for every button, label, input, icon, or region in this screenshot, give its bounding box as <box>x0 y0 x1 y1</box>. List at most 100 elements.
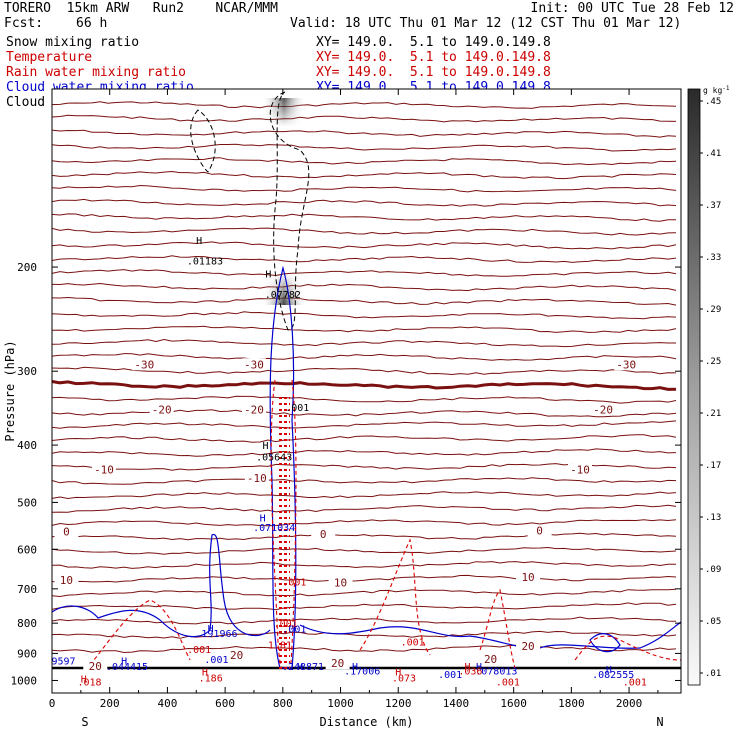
temperature-label: 10 <box>521 571 534 584</box>
temperature-label: -10 <box>94 464 114 477</box>
temperature-label-bg <box>224 648 249 661</box>
extremum-label: .044415 <box>106 662 148 673</box>
x-tick-label: 1800 <box>558 697 585 710</box>
y-tick-label: 800 <box>17 617 37 630</box>
extremum-label: .036 <box>458 667 482 678</box>
rain-water-contour <box>574 635 682 661</box>
extremum-label: .082555 <box>592 670 634 681</box>
extremum-label: H <box>202 667 208 678</box>
x-tick-label: 400 <box>157 697 177 710</box>
extremum-label: H <box>352 662 358 673</box>
temperature-label-bg <box>83 659 108 672</box>
extremum-label: .07782 <box>265 290 301 301</box>
temperature-isotherm <box>51 644 677 654</box>
extremum-label: .191966 <box>195 629 237 640</box>
cloud-ice-contour <box>269 91 310 331</box>
init-time: Init: 00 UTC Tue 28 Feb 12 <box>530 1 735 16</box>
colorbar-tick-label: .37 <box>705 201 721 211</box>
colorbar-tick-label: .29 <box>705 305 721 315</box>
temperature-label-bg <box>311 527 336 540</box>
temperature-isotherm <box>51 602 677 611</box>
temperature-isotherm <box>51 157 677 166</box>
temperature-label: 20 <box>331 657 344 670</box>
forecast-hour: 66 h <box>76 16 108 31</box>
extremum-label: .248871 <box>282 662 324 673</box>
temperature-label-bg <box>241 358 266 371</box>
rain-water-contour <box>289 379 297 669</box>
x-tick-label: 800 <box>273 697 293 710</box>
temperature-isotherm <box>51 101 677 109</box>
y-axis-title: Pressure (hPa) <box>3 340 17 441</box>
temperature-isotherm <box>51 420 677 429</box>
extremum-label: H <box>196 236 202 247</box>
colorbar-tick-label: .45 <box>705 97 721 107</box>
extremum-label: H <box>476 662 482 673</box>
field-name: Rain water mixing ratio <box>6 65 187 80</box>
temperature-label: 10 <box>60 574 73 587</box>
extremum-label: .001 <box>496 678 520 689</box>
x-tick-label: 1600 <box>500 697 527 710</box>
temperature-label: 10 <box>334 577 347 590</box>
extremum-label: .001 <box>274 619 298 630</box>
rain-water-contour <box>359 538 431 656</box>
temperature-isotherm <box>51 574 677 583</box>
extremum-label: H <box>395 667 401 678</box>
colorbar-tick-label: .21 <box>705 409 721 419</box>
temperature-isotherm <box>51 434 677 443</box>
extremum-label: .001 <box>623 678 647 689</box>
temperature-label: 0 <box>536 525 543 538</box>
temperature-label-bg <box>54 525 79 538</box>
extremum-label: .001 <box>187 645 211 656</box>
colorbar-unit-exponent: -1 <box>722 85 730 92</box>
temperature-label: -10 <box>570 464 590 477</box>
temperature-isotherm <box>51 227 677 236</box>
temperature-label: 20 <box>521 640 534 653</box>
extremum-label: .17006 <box>344 667 380 678</box>
temperature-isotherm <box>51 630 677 639</box>
extremum-label: H <box>121 656 127 667</box>
extremum-label: .001 <box>401 638 425 649</box>
x-axis-title: Distance (km) <box>320 715 414 729</box>
temperature-label-bg <box>527 524 552 537</box>
y-tick-label: 900 <box>17 647 37 660</box>
temperature-label-bg <box>328 576 353 589</box>
temperature-isotherm <box>51 269 677 277</box>
field-xy-range: XY= 149.0. 5.1 to 149.0.149.8 <box>316 50 551 65</box>
temperature-label-bg <box>132 358 157 371</box>
temperature-isotherm <box>51 338 676 348</box>
extremum-label: .071034 <box>253 523 295 534</box>
extremum-label: .05643 <box>256 452 292 463</box>
colorbar-tick-label: .09 <box>705 565 721 575</box>
extremum-label: .001 <box>438 670 462 681</box>
temperature-label: -30 <box>134 358 154 371</box>
extremum-label: .001 <box>282 625 306 636</box>
extremum-label: H <box>265 269 271 280</box>
temperature-label: -20 <box>244 403 264 416</box>
temperature-isotherm <box>51 366 677 376</box>
temperature-isotherm <box>51 519 677 527</box>
temperature-label: -30 <box>244 358 264 371</box>
colorbar-tick-label: .01 <box>705 669 721 679</box>
temperature-isotherm <box>51 184 677 193</box>
colorbar-tick-label: .33 <box>705 253 721 263</box>
temperature-label-bg <box>614 358 639 371</box>
temperature-label-bg <box>244 472 269 485</box>
colorbar-unit: g kg-1 <box>703 85 730 95</box>
rain-water-contour <box>270 379 283 669</box>
temperature-label-bg <box>91 463 116 476</box>
extremum-label: H <box>262 441 268 452</box>
extremum-label: H <box>297 662 303 673</box>
temperature-label: -10 <box>247 472 267 485</box>
x-tick-label: 0 <box>49 697 56 710</box>
y-tick-label: 300 <box>17 365 37 378</box>
y-tick-label: 1000 <box>11 674 38 687</box>
temperature-isotherm <box>51 296 677 306</box>
forecast-label: Fcst: <box>4 16 44 31</box>
temperature-label: 20 <box>89 660 102 673</box>
temperature-label: 0 <box>63 526 70 539</box>
temperature-label: 20 <box>484 653 497 666</box>
colorbar-tick-label: .05 <box>705 617 721 627</box>
cloud-water-contour <box>51 533 271 638</box>
temperature-isotherm <box>51 282 677 292</box>
